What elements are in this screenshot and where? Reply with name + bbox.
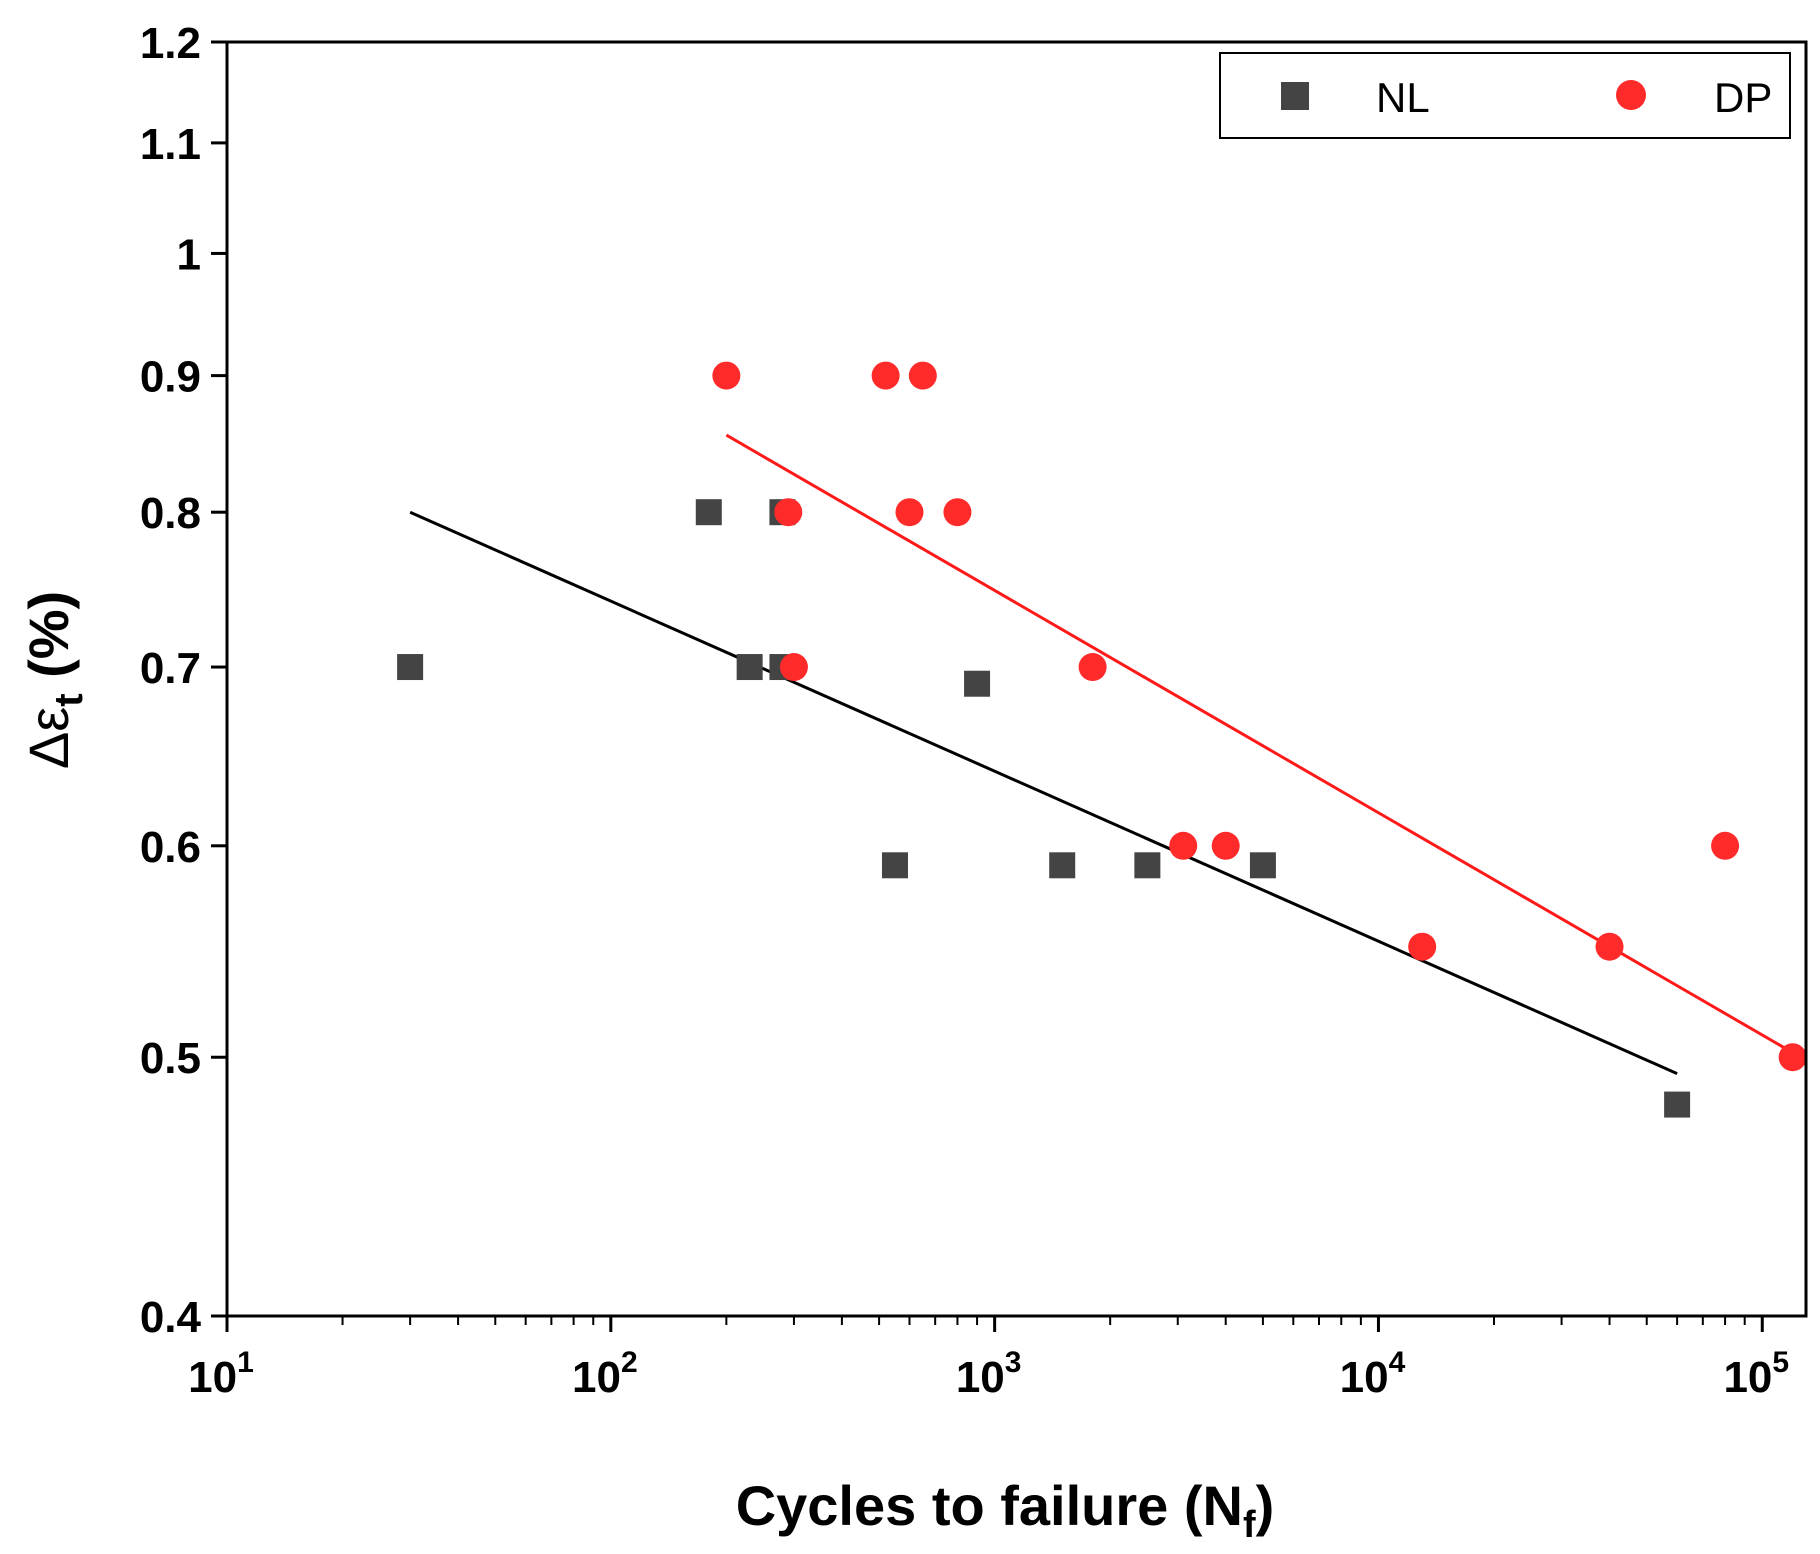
- data-points: [397, 361, 1807, 1118]
- fit-line-dp: [725, 433, 1794, 1054]
- y-tick-label: 0.5: [140, 1034, 201, 1083]
- legend-box: [1219, 52, 1791, 139]
- y-axis-title: Δεt (%): [17, 591, 91, 769]
- point-dp: [871, 361, 900, 390]
- point-dp: [1408, 932, 1437, 961]
- legend-nl-marker: [1281, 82, 1309, 110]
- y-tick-label: 1.2: [140, 19, 201, 68]
- y-tick-label: 0.7: [140, 644, 201, 693]
- legend-dp-marker: [1616, 80, 1646, 110]
- y-tick-label: 1.1: [140, 120, 201, 169]
- point-nl: [695, 499, 722, 526]
- x-tick-label: 101: [188, 1346, 254, 1402]
- x-tick-label: 103: [956, 1346, 1022, 1402]
- legend-dp-label: DP: [1714, 74, 1772, 121]
- x-axis-ticks: 101 102 103 104 105: [188, 1316, 1789, 1402]
- plot-area-frame: [225, 40, 1808, 1318]
- point-dp: [774, 498, 803, 527]
- fit-line-nl: [409, 510, 1678, 1075]
- y-tick-label: 0.6: [140, 823, 201, 872]
- point-dp: [1211, 831, 1240, 860]
- point-nl: [1049, 852, 1076, 879]
- point-dp: [779, 653, 808, 682]
- point-dp: [1595, 932, 1624, 961]
- y-tick-label: 0.9: [140, 353, 201, 402]
- point-nl: [1134, 852, 1161, 879]
- x-tick-label: 104: [1340, 1346, 1406, 1402]
- point-dp: [1169, 831, 1198, 860]
- point-nl: [964, 670, 991, 697]
- y-tick-label: 0.4: [140, 1293, 202, 1342]
- x-tick-label: 102: [572, 1346, 638, 1402]
- point-dp: [1778, 1043, 1807, 1072]
- point-dp: [1078, 653, 1107, 682]
- legend-nl-label: NL: [1376, 74, 1430, 121]
- x-tick-label: 105: [1723, 1346, 1789, 1402]
- point-nl: [397, 654, 424, 681]
- point-nl: [1664, 1091, 1691, 1118]
- point-dp: [712, 361, 741, 390]
- point-dp: [1711, 831, 1740, 860]
- point-dp: [908, 361, 937, 390]
- y-tick-label: 1: [177, 230, 201, 279]
- y-tick-label: 0.8: [140, 489, 201, 538]
- y-axis-ticks: 0.4 0.5 0.6 0.7 0.8 0.9 1 1.1 1.2: [140, 19, 227, 1342]
- point-dp: [943, 498, 972, 527]
- point-nl: [881, 852, 908, 879]
- x-axis-title: Cycles to failure (Nf): [736, 1474, 1275, 1546]
- fit-lines: [409, 433, 1794, 1075]
- point-nl: [1249, 852, 1276, 879]
- legend: NL DP: [1219, 52, 1791, 139]
- point-dp: [895, 498, 924, 527]
- point-nl: [736, 654, 763, 681]
